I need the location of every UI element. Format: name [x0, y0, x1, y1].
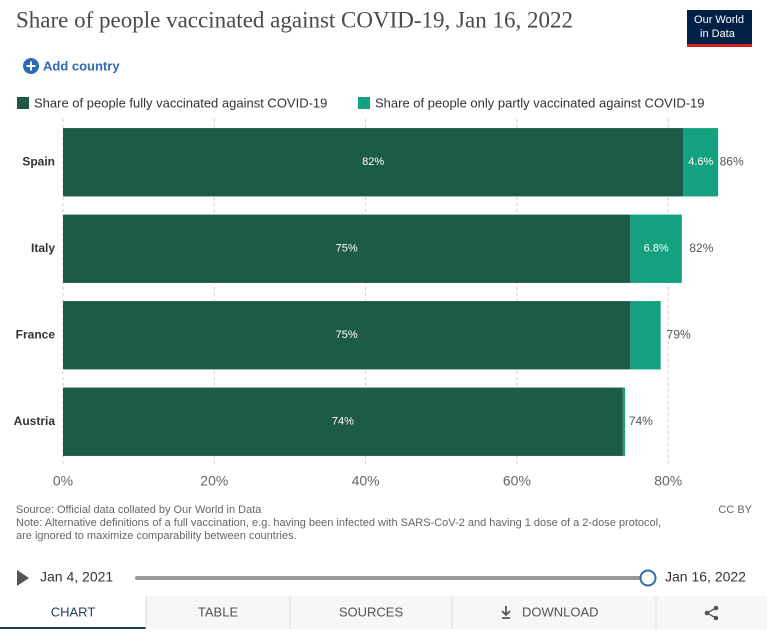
note: are ignored to maximize comparability be…: [16, 530, 297, 542]
value-label: 82%: [362, 156, 384, 168]
play-button[interactable]: [17, 570, 29, 586]
plot: 0% 20% 40% 60% 80% Spain 82% 4.6% 86% Italy 75% 6.8…: [14, 119, 744, 489]
y-tick-label: Italy: [31, 241, 55, 255]
share-lines: [705, 607, 717, 619]
y-tick-label: Austria: [14, 414, 56, 428]
logo: Our World in Data: [687, 10, 752, 47]
x-tick-label: 40%: [352, 473, 380, 489]
bar-segment: [63, 128, 684, 197]
bar-segment: [63, 387, 623, 456]
x-tick-label: 0%: [53, 473, 73, 489]
legend-swatch: [17, 97, 29, 109]
timeline-end[interactable]: Jan 16, 2022: [665, 569, 746, 585]
tab[interactable]: SOURCES: [339, 604, 404, 619]
source: Source: Official data collated by Our Wo…: [16, 504, 262, 516]
logo-text: Our World: [694, 14, 744, 26]
total-label: 74%: [629, 414, 653, 428]
timeline: Jan 4, 2021 Jan 16, 2022: [17, 569, 746, 587]
tab-active[interactable]: [0, 596, 146, 629]
total-label: 79%: [667, 327, 691, 341]
total-label: 86%: [720, 154, 744, 168]
logo-box: [687, 10, 752, 47]
share-icon[interactable]: [704, 605, 719, 621]
value-label: 75%: [336, 243, 358, 255]
x-tick-label: 80%: [654, 473, 682, 489]
license[interactable]: CC BY: [718, 504, 752, 516]
download-icon: [501, 606, 511, 619]
value-label: 74%: [332, 416, 354, 428]
bar-segment: [63, 214, 631, 283]
timeline-track[interactable]: [135, 576, 648, 580]
x-tick-label: 20%: [200, 473, 228, 489]
timeline-handle[interactable]: [639, 569, 657, 587]
add-icon-plus: [26, 61, 36, 71]
tab[interactable]: DOWNLOAD: [522, 604, 599, 619]
legend-label: Share of people only partly vaccinated a…: [375, 95, 705, 110]
note: Note: Alternative definitions of a full …: [16, 517, 661, 529]
bar-segment: [622, 387, 626, 456]
chart-title: Share of people vaccinated against COVID…: [16, 7, 573, 32]
total-label: 82%: [689, 241, 713, 255]
timeline-start[interactable]: Jan 4, 2021: [40, 569, 113, 585]
bar-segment: [63, 301, 631, 370]
x-tick-label: 60%: [503, 473, 531, 489]
bar-segment: [630, 301, 661, 370]
tab[interactable]: TABLE: [198, 604, 239, 619]
value-label: 6.8%: [644, 243, 669, 255]
tabs: CHART TABLE SOURCES DOWNLOAD: [0, 596, 767, 629]
logo-stripe: [687, 44, 752, 47]
value-label: 4.6%: [688, 156, 713, 168]
y-tick-label: Spain: [22, 154, 55, 168]
value-label: 75%: [336, 329, 358, 341]
legend-swatch: [358, 97, 370, 109]
tab[interactable]: CHART: [51, 604, 96, 619]
bar-segment: [683, 128, 719, 197]
logo-text: in Data: [700, 28, 736, 40]
legend: Share of people fully vaccinated against…: [17, 95, 705, 110]
y-tick-label: France: [16, 327, 56, 341]
bar-segment: [630, 214, 682, 283]
add-country-text[interactable]: Add country: [43, 58, 120, 73]
add-country[interactable]: Add country: [23, 58, 120, 74]
legend-label: Share of people fully vaccinated against…: [34, 95, 327, 110]
